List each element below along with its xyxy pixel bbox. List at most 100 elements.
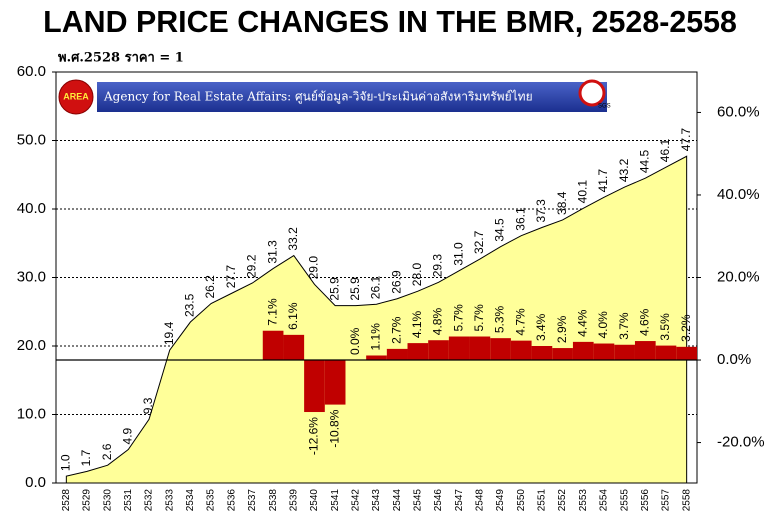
x-tick-label: 2535	[206, 489, 217, 512]
data-label: 36.1	[513, 207, 527, 231]
data-label: 25.9	[327, 277, 341, 301]
data-label: 3.7%	[617, 312, 631, 340]
y-tick-label: 60.0	[17, 63, 46, 80]
x-tick-label: 2553	[578, 489, 589, 512]
data-label: 26.9	[389, 270, 403, 294]
x-tick-label: 2547	[454, 489, 465, 512]
data-label: 4.6%	[637, 308, 651, 336]
area	[65, 155, 688, 484]
data-label: 19.4	[162, 321, 176, 345]
bar	[676, 346, 697, 361]
x-tick-label: 2554	[599, 489, 610, 512]
logo-text: AREA	[63, 91, 89, 101]
chart-title: LAND PRICE CHANGES IN THE BMR, 2528-2558	[43, 4, 737, 39]
data-label: 1.0	[59, 454, 73, 471]
cert-icon	[578, 79, 606, 107]
data-label: 7.1%	[265, 298, 279, 326]
bar	[655, 345, 677, 361]
data-label: 37.3	[534, 199, 548, 223]
data-label: 1.1%	[369, 323, 383, 351]
bar	[531, 346, 553, 361]
x-tick-label: 2541	[330, 489, 341, 512]
y2-tick-label: 60.0%	[717, 103, 760, 120]
y2-tick-label: -20.0%	[717, 434, 765, 451]
subtitle: พ.ศ.2528 ราคา = 1	[58, 51, 184, 66]
bar	[366, 355, 387, 361]
y-tick-label: 40.0	[17, 200, 46, 217]
x-tick-label: 2537	[247, 489, 258, 512]
bar	[572, 341, 594, 361]
data-label: 4.7%	[513, 308, 527, 336]
data-label: 4.0%	[596, 311, 610, 339]
data-label: 29.3	[431, 254, 445, 278]
data-label: 31.0	[451, 242, 465, 266]
data-label: 41.7	[596, 169, 610, 193]
data-label: 1.7	[79, 449, 93, 466]
data-label: 5.7%	[472, 304, 486, 332]
bar	[324, 360, 346, 405]
data-label: 4.4%	[575, 309, 589, 337]
bar	[593, 343, 615, 361]
y-tick-label: 0.0	[25, 474, 46, 491]
data-label: 9.3	[141, 397, 155, 414]
data-label: 3.4%	[534, 313, 548, 341]
data-label: 27.7	[224, 265, 238, 289]
x-tick-label: 2539	[288, 489, 299, 512]
data-label: 25.9	[348, 277, 362, 301]
banner	[97, 82, 607, 112]
y-tick-label: 10.0	[17, 405, 46, 422]
x-tick-label: 2552	[557, 489, 568, 512]
x-tick-label: 2558	[681, 489, 692, 512]
data-label: 29.0	[307, 256, 321, 280]
data-label: 26.1	[369, 276, 383, 300]
data-label: 40.1	[575, 180, 589, 204]
data-label: 6.1%	[286, 302, 300, 330]
data-label: 43.2	[617, 158, 631, 182]
x-tick-label: 2551	[537, 489, 548, 512]
y-tick-label: 50.0	[17, 131, 46, 148]
x-tick-label: 2531	[123, 489, 134, 512]
data-label: 29.2	[245, 254, 259, 278]
data-label: 32.7	[472, 230, 486, 254]
y2-tick-label: 20.0%	[717, 268, 760, 285]
data-label: 5.7%	[451, 304, 465, 332]
data-label: 4.1%	[410, 310, 424, 338]
x-tick-label: 2543	[371, 489, 382, 512]
x-tick-label: 2546	[433, 489, 444, 512]
data-label: 28.0	[410, 263, 424, 287]
data-label: 3.5%	[658, 313, 672, 341]
bar	[510, 340, 532, 361]
data-label: 4.8%	[431, 308, 445, 336]
x-tick-label: 2536	[226, 489, 237, 512]
x-tick-label: 2528	[61, 489, 72, 512]
data-label: 2.9%	[555, 315, 569, 343]
bar	[262, 330, 284, 361]
data-label: 26.2	[203, 275, 217, 299]
data-label: 44.5	[637, 149, 651, 173]
bar	[614, 344, 635, 361]
x-tick-label: 2530	[102, 489, 113, 512]
bar	[469, 336, 491, 361]
plot-area: 1.0 1.7 2.6 4.9 9.3 19.4 23.5 26.2 27.7 29.2 31.3 3…	[17, 63, 765, 511]
data-label: -12.6%	[307, 417, 321, 455]
banner-text: Agency for Real Estate Affairs: ศูนย์ข้อ…	[103, 90, 533, 105]
data-label: 0.0%	[348, 327, 362, 355]
bar	[428, 340, 449, 361]
bar	[386, 348, 408, 361]
data-label: -10.8%	[327, 409, 341, 447]
bar	[634, 341, 656, 361]
data-label: 47.7	[679, 128, 693, 152]
x-tick-label: 2534	[185, 489, 196, 512]
x-tick-label: 2540	[309, 489, 320, 512]
x-tick-label: 2533	[164, 489, 175, 512]
bar	[552, 348, 573, 361]
data-label: 23.5	[183, 293, 197, 317]
bar	[490, 338, 511, 361]
x-tick-label: 2538	[268, 489, 279, 512]
x-tick-label: 2550	[516, 489, 527, 512]
x-tick-label: 2542	[350, 489, 361, 512]
data-label: 4.9	[121, 427, 135, 444]
bar	[448, 336, 470, 361]
data-label: 38.4	[555, 191, 569, 215]
